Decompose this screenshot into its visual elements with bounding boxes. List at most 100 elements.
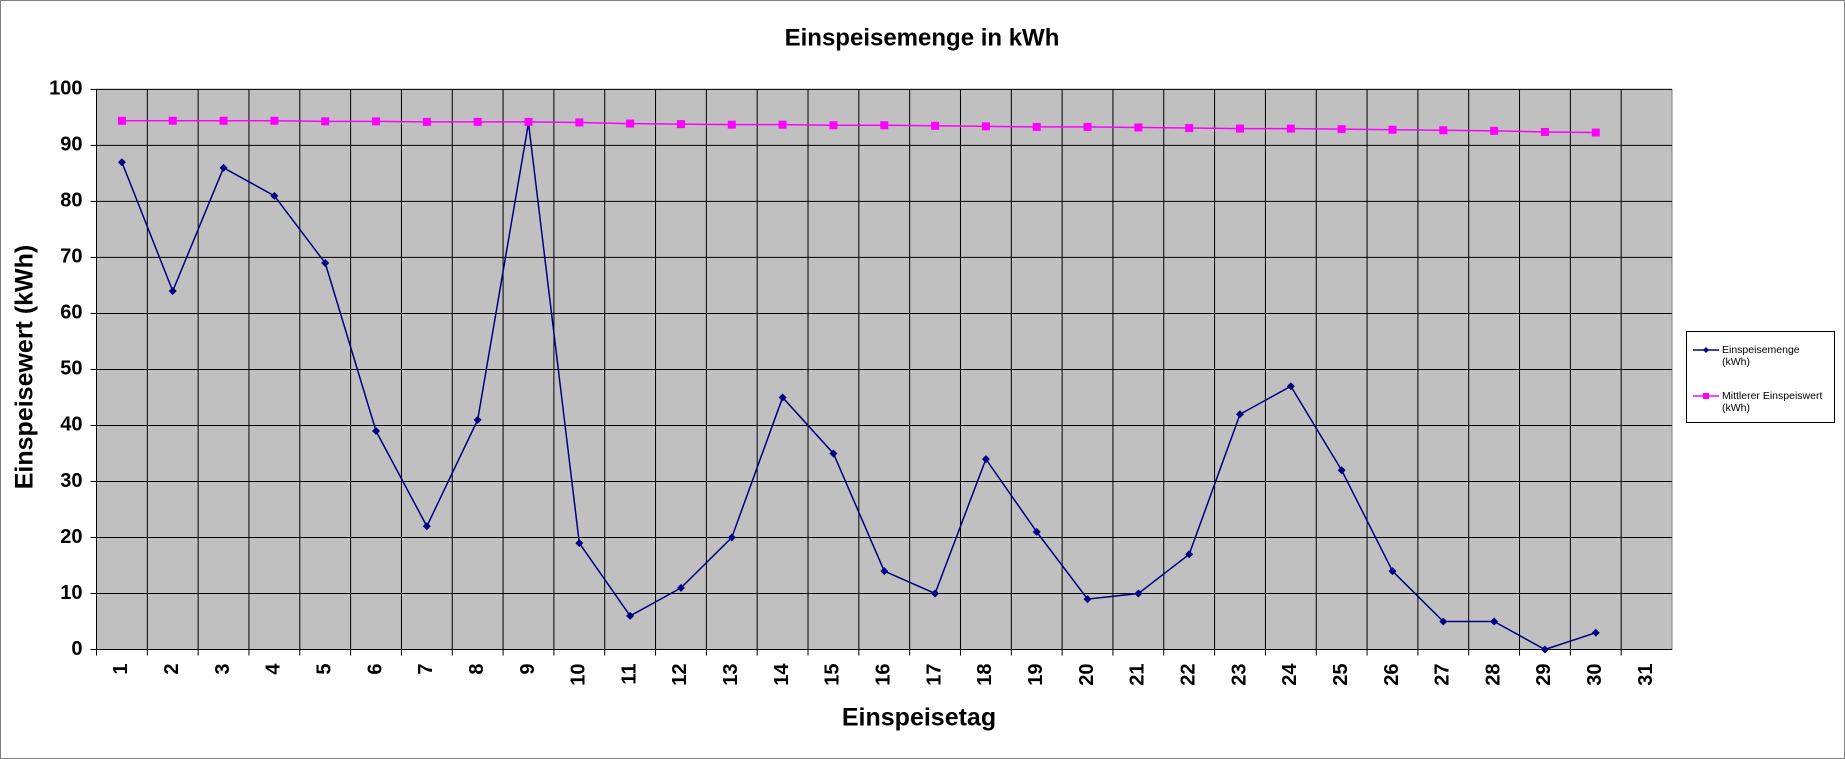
legend-label: Mittlerer Einspeiswert (kWh) <box>1722 390 1823 414</box>
x-tick-label: 15 <box>822 664 844 686</box>
x-tick-label: 16 <box>873 664 895 686</box>
x-tick-label: 1 <box>110 664 132 675</box>
x-tick-label: 25 <box>1330 664 1352 686</box>
y-tick-label: 10 <box>60 582 82 604</box>
x-tick-label: 6 <box>364 664 386 675</box>
legend: Einspeisemenge (kWh) Mittlerer Einspeiswe… <box>1686 331 1835 423</box>
y-tick-label: 20 <box>60 526 82 548</box>
data-point <box>626 119 635 128</box>
x-tick-label: 17 <box>923 664 945 686</box>
legend-swatch <box>1693 393 1719 399</box>
data-point <box>1032 527 1041 536</box>
data-point <box>778 393 787 402</box>
data-point <box>1083 122 1092 131</box>
data-point <box>1337 466 1346 475</box>
x-tick-label: 29 <box>1533 664 1555 686</box>
data-point <box>1286 124 1295 133</box>
y-tick-label: 30 <box>60 470 82 492</box>
data-point <box>1134 589 1143 598</box>
data-point <box>727 533 736 542</box>
x-tick-label: 24 <box>1279 663 1301 686</box>
data-point <box>1388 567 1397 576</box>
data-point <box>1540 127 1549 136</box>
legend-swatch <box>1693 347 1719 353</box>
data-point <box>321 259 330 268</box>
data-point <box>1032 122 1041 131</box>
x-tick-label: 27 <box>1432 664 1454 686</box>
data-point <box>575 118 584 127</box>
data-point <box>1134 123 1143 132</box>
series-line <box>121 122 1597 651</box>
y-axis-label: Einspeisewert (kWh) <box>11 245 39 490</box>
data-point <box>1185 124 1194 133</box>
data-point <box>270 116 279 125</box>
series-line <box>121 120 1596 134</box>
legend-label: Einspeisemenge (kWh) <box>1722 344 1800 368</box>
data-point <box>168 287 177 296</box>
x-tick-label: 7 <box>415 664 437 675</box>
data-point <box>1337 125 1346 134</box>
x-tick-label: 30 <box>1584 664 1606 686</box>
data-point <box>829 449 838 458</box>
y-tick-label: 70 <box>60 246 82 268</box>
x-tick-label: 14 <box>771 663 793 686</box>
x-tick-label: 12 <box>669 664 691 686</box>
data-point <box>117 158 126 167</box>
data-point <box>117 116 126 125</box>
data-point <box>778 120 787 129</box>
data-point <box>1286 382 1295 391</box>
x-tick-label: 31 <box>1635 664 1657 686</box>
x-tick-label: 21 <box>1127 664 1149 686</box>
data-point <box>727 120 736 129</box>
x-tick-label: 13 <box>720 664 742 686</box>
data-point <box>1591 128 1600 137</box>
data-point <box>219 116 228 125</box>
data-point <box>575 539 584 548</box>
data-point <box>372 117 381 126</box>
x-tick-label: 2 <box>161 664 183 675</box>
x-tick-label: 20 <box>1076 664 1098 686</box>
y-tick-label: 90 <box>60 134 82 156</box>
data-point <box>676 120 685 129</box>
data-point <box>626 611 635 620</box>
data-point <box>1236 124 1245 133</box>
legend-marker <box>1703 347 1709 353</box>
x-tick-label: 23 <box>1228 664 1250 686</box>
legend-item: Mittlerer Einspeiswert (kWh) <box>1693 390 1827 414</box>
data-point <box>168 116 177 125</box>
x-tick-label: 28 <box>1482 664 1504 686</box>
x-tick-label: 8 <box>466 664 488 675</box>
y-tick-label: 80 <box>60 190 82 212</box>
data-point <box>219 163 228 172</box>
x-tick-label: 5 <box>313 664 335 675</box>
data-point <box>1490 617 1499 626</box>
data-point <box>1490 126 1499 135</box>
data-point <box>321 117 330 126</box>
x-tick-label: 10 <box>568 664 590 686</box>
data-point <box>372 427 381 436</box>
data-point <box>1591 628 1600 637</box>
data-point <box>473 117 482 126</box>
x-tick-label: 26 <box>1381 664 1403 686</box>
chart-title: Einspeisemenge in kWh <box>785 24 1060 51</box>
data-point <box>931 121 940 130</box>
y-tick-label: 100 <box>49 78 82 100</box>
data-point <box>1439 617 1448 626</box>
data-point <box>981 122 990 131</box>
data-point <box>981 455 990 464</box>
data-point <box>422 117 431 126</box>
x-axis-label: Einspeisetag <box>842 704 996 732</box>
x-tick-label: 19 <box>1025 664 1047 686</box>
data-point <box>1185 550 1194 559</box>
data-point <box>1439 126 1448 135</box>
data-point <box>422 522 431 531</box>
data-point <box>1236 410 1245 419</box>
data-point <box>270 191 279 200</box>
data-point <box>1083 595 1092 604</box>
x-tick-label: 9 <box>517 664 539 675</box>
data-point <box>1388 125 1397 134</box>
legend-item: Einspeisemenge (kWh) <box>1693 344 1827 368</box>
data-point <box>931 589 940 598</box>
